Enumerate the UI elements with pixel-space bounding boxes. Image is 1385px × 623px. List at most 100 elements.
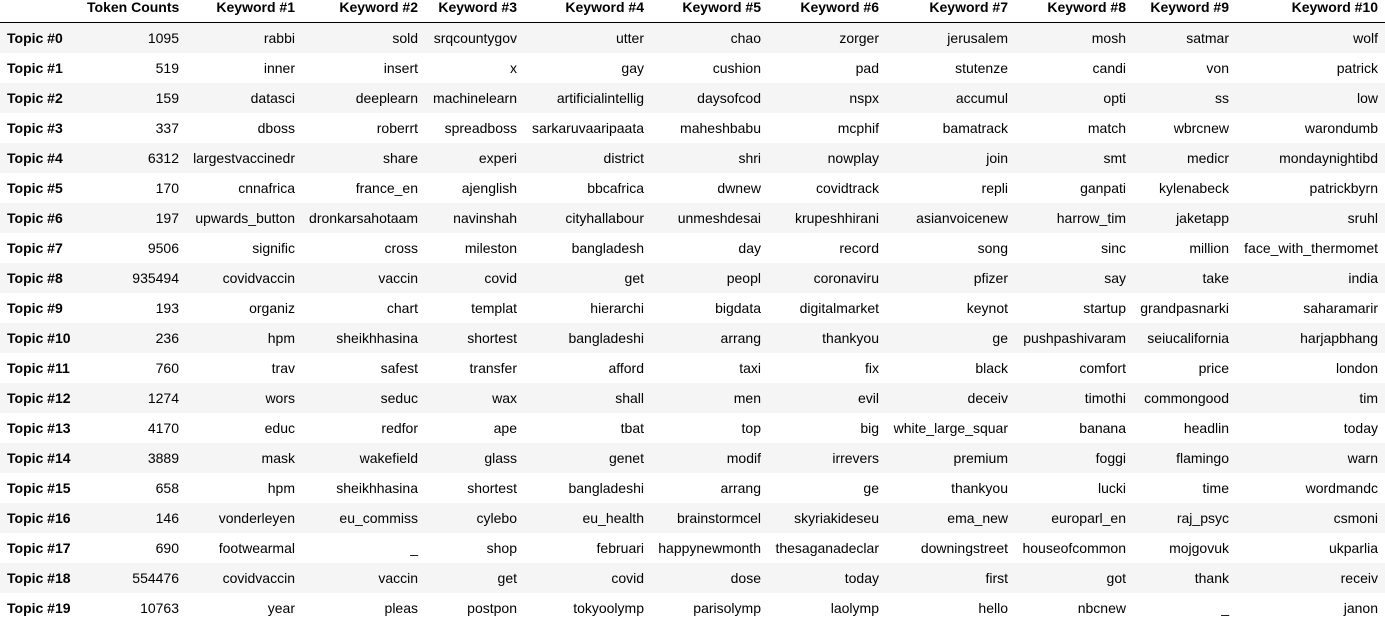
keyword-cell: wbrcnew bbox=[1133, 113, 1236, 143]
keyword-cell: get bbox=[425, 563, 524, 593]
keyword-cell: ganpati bbox=[1015, 173, 1133, 203]
token-count-cell: 1095 bbox=[80, 23, 186, 54]
keyword-cell: sruhl bbox=[1236, 203, 1385, 233]
keyword-cell: dwnew bbox=[651, 173, 768, 203]
keyword-cell: deeplearn bbox=[302, 83, 425, 113]
column-header: Keyword #10 bbox=[1236, 0, 1385, 23]
keyword-cell: chao bbox=[651, 23, 768, 54]
keyword-cell: ge bbox=[886, 323, 1015, 353]
keyword-cell: wordmandc bbox=[1236, 473, 1385, 503]
keyword-cell: medicr bbox=[1133, 143, 1236, 173]
keyword-cell: mileston bbox=[425, 233, 524, 263]
keyword-cell: gay bbox=[524, 53, 651, 83]
keyword-cell: today bbox=[768, 563, 886, 593]
keyword-cell: keynot bbox=[886, 293, 1015, 323]
keyword-cell: srqcountygov bbox=[425, 23, 524, 54]
column-header: Keyword #4 bbox=[524, 0, 651, 23]
keyword-cell: experi bbox=[425, 143, 524, 173]
keyword-cell: downingstreet bbox=[886, 533, 1015, 563]
keyword-cell: lucki bbox=[1015, 473, 1133, 503]
keyword-cell: genet bbox=[524, 443, 651, 473]
keyword-cell: postpon bbox=[425, 593, 524, 623]
keyword-cell: maheshbabu bbox=[651, 113, 768, 143]
row-label: Topic #12 bbox=[0, 383, 80, 413]
keyword-cell: modif bbox=[651, 443, 768, 473]
keyword-cell: record bbox=[768, 233, 886, 263]
token-count-cell: 159 bbox=[80, 83, 186, 113]
keyword-cell: parisolymp bbox=[651, 593, 768, 623]
keyword-cell: cushion bbox=[651, 53, 768, 83]
keyword-cell: comfort bbox=[1015, 353, 1133, 383]
keyword-cell: receiv bbox=[1236, 563, 1385, 593]
keyword-cell: utter bbox=[524, 23, 651, 54]
keyword-cell: seduc bbox=[302, 383, 425, 413]
keyword-cell: templat bbox=[425, 293, 524, 323]
token-count-cell: 236 bbox=[80, 323, 186, 353]
keyword-cell: eu_health bbox=[524, 503, 651, 533]
keyword-cell: harjapbhang bbox=[1236, 323, 1385, 353]
keyword-cell: transfer bbox=[425, 353, 524, 383]
keyword-cell: tokyoolymp bbox=[524, 593, 651, 623]
keyword-cell: ukparlia bbox=[1236, 533, 1385, 563]
keyword-cell: laolymp bbox=[768, 593, 886, 623]
row-label: Topic #15 bbox=[0, 473, 80, 503]
keyword-cell: hello bbox=[886, 593, 1015, 623]
keyword-cell: digitalmarket bbox=[768, 293, 886, 323]
keyword-cell: year bbox=[186, 593, 302, 623]
row-label: Topic #1 bbox=[0, 53, 80, 83]
keyword-cell: low bbox=[1236, 83, 1385, 113]
keyword-cell: cityhallabour bbox=[524, 203, 651, 233]
keyword-cell: big bbox=[768, 413, 886, 443]
keyword-cell: take bbox=[1133, 263, 1236, 293]
keyword-cell: europarl_en bbox=[1015, 503, 1133, 533]
keyword-cell: upwards_button bbox=[186, 203, 302, 233]
keyword-cell: arrang bbox=[651, 323, 768, 353]
column-header: Keyword #8 bbox=[1015, 0, 1133, 23]
keyword-cell: song bbox=[886, 233, 1015, 263]
keyword-cell: warn bbox=[1236, 443, 1385, 473]
keyword-cell: irrevers bbox=[768, 443, 886, 473]
keyword-cell: largestvaccinedr bbox=[186, 143, 302, 173]
keyword-cell: saharamarir bbox=[1236, 293, 1385, 323]
keyword-cell: patrickbyrn bbox=[1236, 173, 1385, 203]
keyword-cell: ape bbox=[425, 413, 524, 443]
keyword-cell: chart bbox=[302, 293, 425, 323]
row-label: Topic #7 bbox=[0, 233, 80, 263]
keyword-cell: arrang bbox=[651, 473, 768, 503]
keyword-cell: fix bbox=[768, 353, 886, 383]
row-label: Topic #9 bbox=[0, 293, 80, 323]
row-label: Topic #10 bbox=[0, 323, 80, 353]
keyword-cell: india bbox=[1236, 263, 1385, 293]
keyword-cell: opti bbox=[1015, 83, 1133, 113]
row-label: Topic #4 bbox=[0, 143, 80, 173]
keyword-cell: artificialintellig bbox=[524, 83, 651, 113]
keyword-cell: bangladesh bbox=[524, 233, 651, 263]
keyword-cell: unmeshdesai bbox=[651, 203, 768, 233]
token-count-cell: 935494 bbox=[80, 263, 186, 293]
keyword-cell: thank bbox=[1133, 563, 1236, 593]
keyword-cell: janon bbox=[1236, 593, 1385, 623]
keyword-cell: thankyou bbox=[768, 323, 886, 353]
keyword-cell: thesaganadeclar bbox=[768, 533, 886, 563]
token-count-cell: 9506 bbox=[80, 233, 186, 263]
keyword-cell: evil bbox=[768, 383, 886, 413]
keyword-cell: patrick bbox=[1236, 53, 1385, 83]
token-count-cell: 4170 bbox=[80, 413, 186, 443]
keyword-cell: first bbox=[886, 563, 1015, 593]
keyword-cell: machinelearn bbox=[425, 83, 524, 113]
keyword-cell: wax bbox=[425, 383, 524, 413]
keyword-cell: match bbox=[1015, 113, 1133, 143]
keyword-cell: peopl bbox=[651, 263, 768, 293]
token-count-cell: 337 bbox=[80, 113, 186, 143]
keyword-cell: black bbox=[886, 353, 1015, 383]
keyword-cell: pleas bbox=[302, 593, 425, 623]
keyword-cell: bangladeshi bbox=[524, 473, 651, 503]
keyword-cell: cross bbox=[302, 233, 425, 263]
keyword-cell: ajenglish bbox=[425, 173, 524, 203]
